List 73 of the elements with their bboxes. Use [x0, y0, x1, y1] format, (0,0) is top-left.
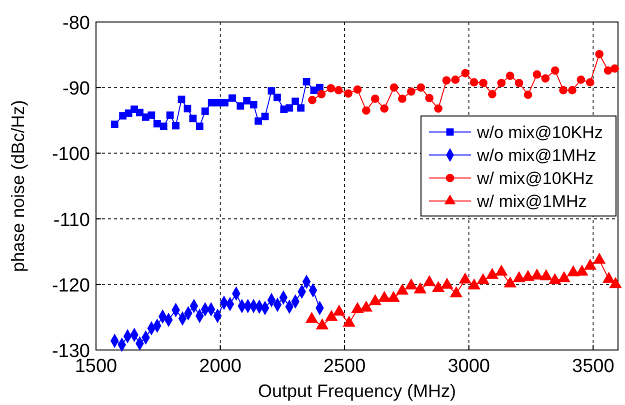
point: [586, 78, 594, 87]
point: [370, 94, 380, 103]
point: [326, 84, 336, 92]
point: [604, 66, 612, 75]
y-tick-label: -80: [62, 13, 90, 34]
y-tick-label: -110: [53, 210, 90, 231]
point: [172, 122, 180, 130]
point: [488, 90, 496, 98]
point: [559, 86, 568, 94]
point: [442, 76, 451, 85]
x-tick-label: 3500: [572, 356, 614, 377]
y-axis-title: phase noise (dBc/Hz): [8, 100, 28, 272]
point: [344, 89, 352, 98]
x-tick-label: 2500: [323, 356, 366, 377]
y-tick-label: -100: [52, 144, 90, 166]
point: [398, 94, 406, 103]
point: [236, 102, 244, 110]
point: [425, 94, 434, 102]
point: [434, 104, 442, 113]
point: [334, 86, 343, 94]
legend-label: w/o mix@10KHz: [476, 123, 603, 142]
x-tick-label: 3000: [448, 356, 490, 377]
point: [568, 86, 576, 94]
point: [541, 74, 550, 83]
point: [380, 104, 389, 113]
legend-label: w/o mix@1MHz: [476, 146, 596, 165]
point: [451, 76, 460, 84]
point: [610, 64, 619, 73]
point: [184, 104, 192, 112]
point: [274, 94, 281, 102]
point: [308, 96, 316, 104]
point: [390, 83, 398, 92]
point: [201, 108, 209, 115]
point: [595, 50, 604, 58]
point: [302, 78, 310, 86]
legend-label: w/ mix@1MHz: [476, 192, 587, 211]
point: [148, 111, 156, 119]
point: [153, 120, 161, 128]
x-tick-label: 2000: [199, 356, 242, 377]
point: [362, 106, 370, 115]
point: [506, 72, 514, 80]
point: [228, 94, 236, 102]
point: [196, 122, 204, 130]
point: [461, 68, 470, 78]
point: [243, 97, 251, 104]
point: [353, 85, 362, 94]
point: [416, 83, 426, 92]
point: [221, 98, 228, 106]
point: [514, 78, 524, 88]
point: [317, 90, 326, 98]
point: [268, 87, 276, 95]
point: [110, 120, 118, 128]
point: [407, 87, 416, 96]
x-axis-title: Output Frequency (MHz): [258, 381, 456, 401]
point: [524, 90, 532, 99]
point: [532, 70, 542, 79]
point: [292, 98, 300, 106]
point: [254, 117, 262, 125]
point: [297, 104, 305, 112]
point: [576, 76, 586, 84]
point: [250, 100, 258, 108]
point: [286, 104, 294, 112]
point: [550, 66, 560, 75]
point: [497, 78, 506, 88]
point: [178, 96, 186, 104]
point: [166, 111, 174, 119]
point: [160, 122, 168, 130]
point: [189, 114, 197, 122]
legend-label: w/ mix@10KHz: [476, 169, 594, 188]
y-tick-label: -120: [52, 275, 90, 296]
point: [479, 78, 488, 88]
point: [470, 78, 478, 87]
y-tick-label: -90: [62, 78, 90, 100]
